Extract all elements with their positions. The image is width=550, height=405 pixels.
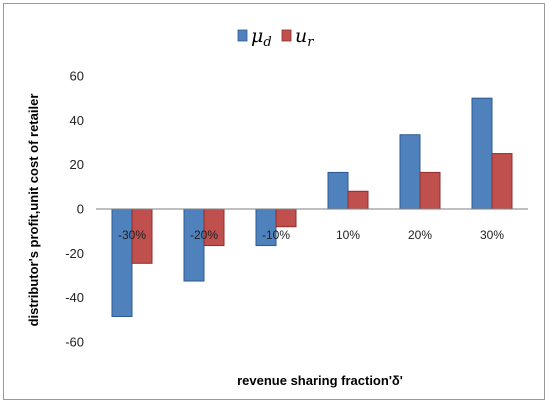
legend-swatch-mu-d [237,29,248,42]
legend-label-mu-d: μd [251,25,272,50]
y-tick-label: -60 [65,335,84,350]
legend-series-name: u [295,25,307,47]
bar-mu-d-5 [471,97,493,210]
category-labels: -30% -20% -10% 10% 20% 30% [118,228,504,242]
bar-u-r-4 [419,171,441,210]
y-axis: -60 -40 -20 0 20 40 60 [65,69,84,350]
x-tick-label: -30% [118,228,146,242]
y-axis-label: distributor's profit,unit cost of retail… [26,94,41,327]
x-axis-label: revenue sharing fraction'δ' [237,373,403,388]
chart-frame [3,3,545,400]
x-tick-label: 10% [336,228,360,242]
y-tick-label: 40 [70,113,84,128]
bar-u-r-5 [491,153,513,210]
legend-series-subscript: r [307,35,314,50]
bar-mu-d-4 [399,134,421,210]
legend: μd ur [237,25,314,50]
y-tick-label: 20 [70,157,84,172]
bar-mu-d-3 [327,171,349,210]
y-tick-label: -20 [65,246,84,261]
x-tick-label: 30% [480,228,504,242]
y-tick-label: -40 [65,290,84,305]
y-tick-label: 0 [77,202,84,217]
x-tick-label: -20% [190,228,218,242]
x-tick-label: 20% [408,228,432,242]
bar-mu-d-0 [111,208,133,318]
bar-u-r-2 [275,208,297,228]
bar-mu-d-1 [183,208,205,282]
bars [96,97,528,318]
legend-label-u-r: ur [295,25,314,50]
legend-swatch-u-r [281,29,292,42]
legend-series-name: μ [251,25,263,47]
bar-u-r-3 [347,190,369,210]
x-tick-label: -10% [262,228,290,242]
legend-series-subscript: d [263,35,271,50]
y-tick-label: 60 [70,69,84,84]
